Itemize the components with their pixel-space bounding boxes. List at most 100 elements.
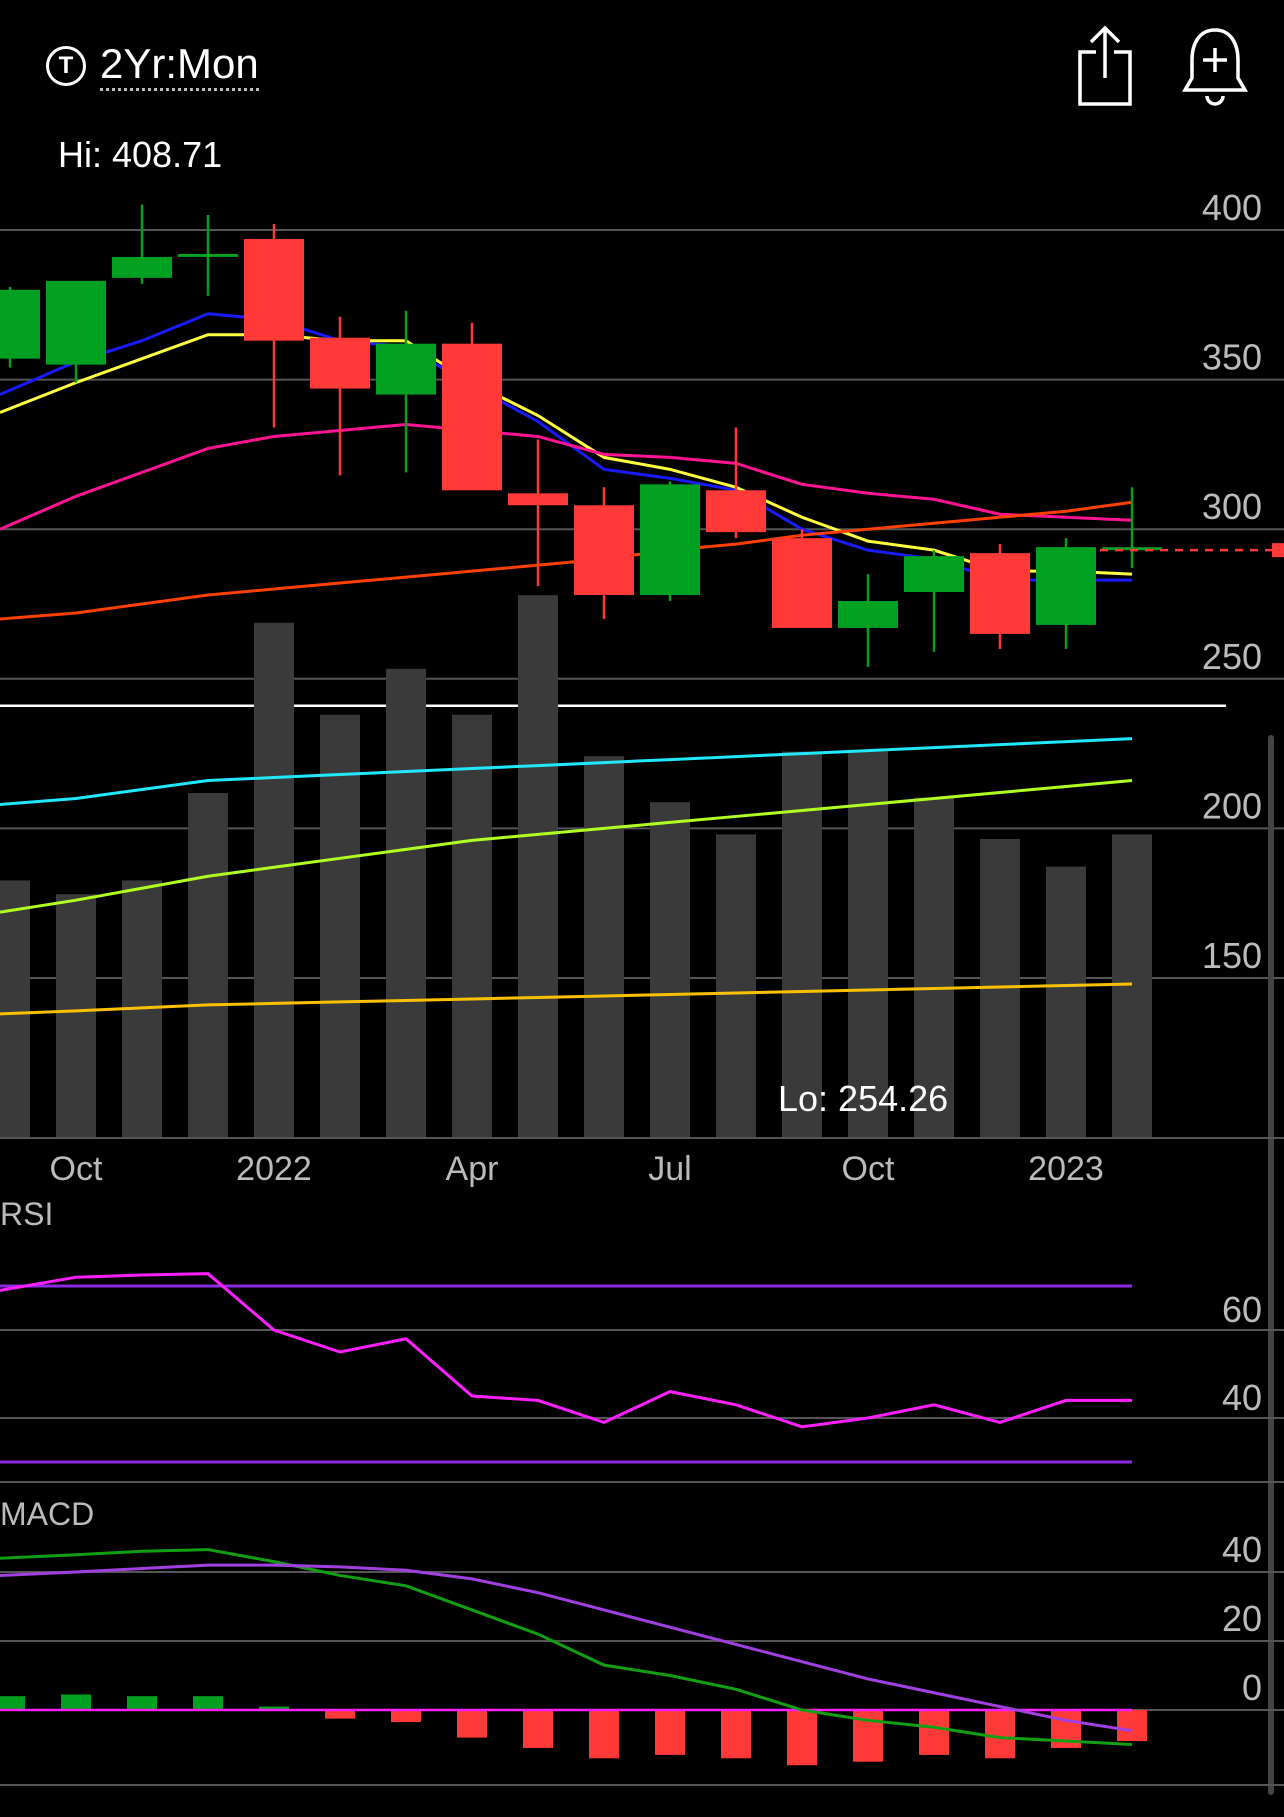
volume-bars [0, 595, 1152, 1138]
volume-bar-8 [518, 595, 558, 1138]
price-tick-350: 350 [1202, 337, 1262, 378]
candle-4 [244, 224, 304, 428]
candle-body [904, 556, 964, 593]
candle-6 [376, 310, 436, 473]
macd-tick-20: 20 [1222, 1598, 1262, 1639]
volume-bar-0 [0, 880, 30, 1138]
macd-hist-bar-15 [985, 1710, 1015, 1759]
macd-hist-bar-17 [1117, 1710, 1147, 1742]
time-tick-4: Oct [842, 1150, 895, 1188]
period-selector[interactable]: 2Yr:Mon [100, 40, 259, 91]
overlay-line-1 [0, 333, 1133, 576]
time-tick-2: Apr [446, 1150, 499, 1188]
candle-11 [706, 427, 766, 539]
macd-hist-bar-6 [391, 1710, 421, 1723]
candle-body [1102, 547, 1162, 551]
overlay-line-2 [0, 422, 1133, 531]
rsi-tick-40: 40 [1222, 1377, 1262, 1418]
macd-hist-bar-0 [0, 1696, 25, 1710]
macd-hist-bar-7 [457, 1710, 487, 1738]
macd-tick-0: 0 [1242, 1667, 1262, 1708]
candle-body [970, 553, 1030, 634]
volume-bar-12 [782, 751, 822, 1138]
macd-hist-bar-1 [61, 1694, 91, 1710]
macd-hist-bar-5 [325, 1710, 355, 1719]
macd-hist-bar-2 [127, 1696, 157, 1710]
candle-9 [574, 487, 634, 619]
overlay-line-5 [0, 779, 1133, 914]
price-tick-300: 300 [1202, 486, 1262, 527]
rsi-panel: RSI 60 40 [0, 1196, 1284, 1483]
ticker-logo-icon: T [46, 45, 86, 86]
candle-1 [46, 280, 106, 383]
time-tick-0: Oct [50, 1150, 103, 1188]
volume-bar-17 [1112, 834, 1152, 1138]
volume-bar-11 [716, 834, 756, 1138]
macd-hist-bar-3 [193, 1696, 223, 1710]
volume-bar-4 [254, 622, 294, 1138]
volume-bar-3 [188, 793, 228, 1138]
macd-hist-bar-12 [787, 1710, 817, 1766]
candle-13 [838, 574, 898, 667]
candle-body [706, 490, 766, 533]
candlesticks [0, 204, 1284, 667]
rsi-tick-60: 60 [1222, 1289, 1262, 1330]
overlay-line-4 [0, 737, 1133, 806]
volume-bar-6 [386, 668, 426, 1138]
share-icon [1078, 25, 1132, 106]
rsi-title: RSI [0, 1196, 53, 1232]
macd-hist-bar-14 [919, 1710, 949, 1755]
low-price-label: Lo: 254.26 [778, 1078, 949, 1119]
macd-hist-bar-4 [259, 1706, 289, 1710]
candle-10 [640, 481, 700, 602]
volume-bar-7 [452, 714, 492, 1138]
price-tick-400: 400 [1202, 187, 1262, 228]
candle-7 [442, 322, 502, 491]
share-button[interactable] [1074, 24, 1136, 113]
scroll-indicator [1268, 735, 1274, 1795]
volume-bar-9 [584, 756, 624, 1138]
overlay-line-6 [0, 982, 1133, 1016]
macd-hist-bar-9 [589, 1710, 619, 1759]
price-tick-200: 200 [1202, 785, 1262, 826]
candle-body [376, 343, 436, 395]
candle-body [178, 253, 238, 257]
candle-2 [112, 204, 172, 284]
volume-bar-5 [320, 714, 360, 1138]
candle-14 [904, 550, 964, 652]
price-axis: 400 350 300 250 200 150 [1202, 187, 1262, 976]
macd-tick-40: 40 [1222, 1529, 1262, 1570]
candle-3 [178, 215, 238, 296]
time-tick-3: Jul [648, 1150, 691, 1188]
rsi-line [0, 1272, 1132, 1429]
macd-hist-bar-10 [655, 1710, 685, 1755]
candle-body [310, 337, 370, 389]
candle-0 [0, 286, 40, 368]
volume-bar-1 [56, 894, 96, 1138]
macd-line [0, 1548, 1133, 1746]
candle-body [442, 343, 502, 491]
overlay-line-3 [0, 500, 1133, 621]
add-alert-button[interactable] [1180, 24, 1250, 113]
candle-body [838, 601, 898, 628]
last-price-marker [1272, 543, 1284, 558]
candle-body [244, 238, 304, 341]
candle-5 [310, 316, 370, 476]
moving-average-lines [0, 312, 1133, 1016]
overlay-line-0 [0, 312, 1132, 582]
volume-bar-13 [848, 751, 888, 1138]
candle-body [1036, 547, 1096, 625]
volume-bar-16 [1046, 866, 1086, 1138]
candle-17 [1102, 487, 1162, 569]
time-tick-5: 2023 [1028, 1150, 1104, 1188]
macd-hist-bar-11 [721, 1710, 751, 1759]
macd-title: MACD [0, 1496, 94, 1532]
candle-body [772, 538, 832, 628]
price-tick-150: 150 [1202, 935, 1262, 976]
candle-16 [1036, 538, 1096, 649]
volume-bar-14 [914, 797, 954, 1138]
macd-hist-bar-8 [523, 1710, 553, 1748]
candle-body [46, 280, 106, 365]
candle-body [508, 493, 568, 506]
